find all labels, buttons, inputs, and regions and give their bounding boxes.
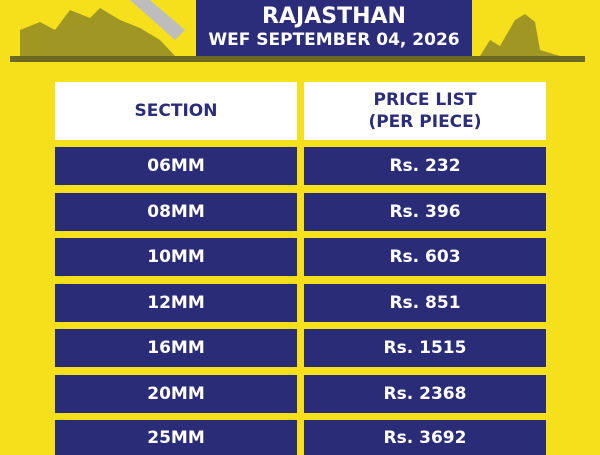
column-header: SECTION: [55, 82, 297, 140]
section-cell: 08MM: [55, 192, 297, 231]
price-cell: Rs. 2368: [304, 374, 546, 413]
rebar: [130, 0, 185, 40]
ground-strip: [10, 56, 585, 62]
price-cell: Rs. 396: [304, 192, 546, 231]
section-cell: 12MM: [55, 283, 297, 322]
header-line: (PER PIECE): [368, 112, 482, 132]
banner-art: [10, 0, 585, 62]
worker-right: [480, 14, 560, 56]
column-header: PRICE LIST (PER PIECE): [304, 82, 546, 140]
price-cell: Rs. 1515: [304, 329, 546, 367]
section-cell: 06MM: [55, 147, 297, 185]
subtitle: WEF SEPTEMBER 04, 2026: [208, 30, 460, 50]
price-cell: Rs. 232: [304, 147, 546, 185]
section-cell: 25MM: [55, 420, 297, 455]
price-cell: Rs. 3692: [304, 420, 546, 455]
header-line: PRICE LIST: [373, 90, 477, 110]
section-cell: 16MM: [55, 329, 297, 367]
price-cell: Rs. 851: [304, 283, 546, 322]
price-cell: Rs. 603: [304, 238, 546, 276]
workers-left: [20, 8, 175, 56]
section-cell: 20MM: [55, 374, 297, 413]
section-cell: 10MM: [55, 238, 297, 276]
title: RAJASTHAN: [262, 4, 406, 29]
banner: RAJASTHAN WEF SEPTEMBER 04, 2026: [196, 0, 472, 56]
